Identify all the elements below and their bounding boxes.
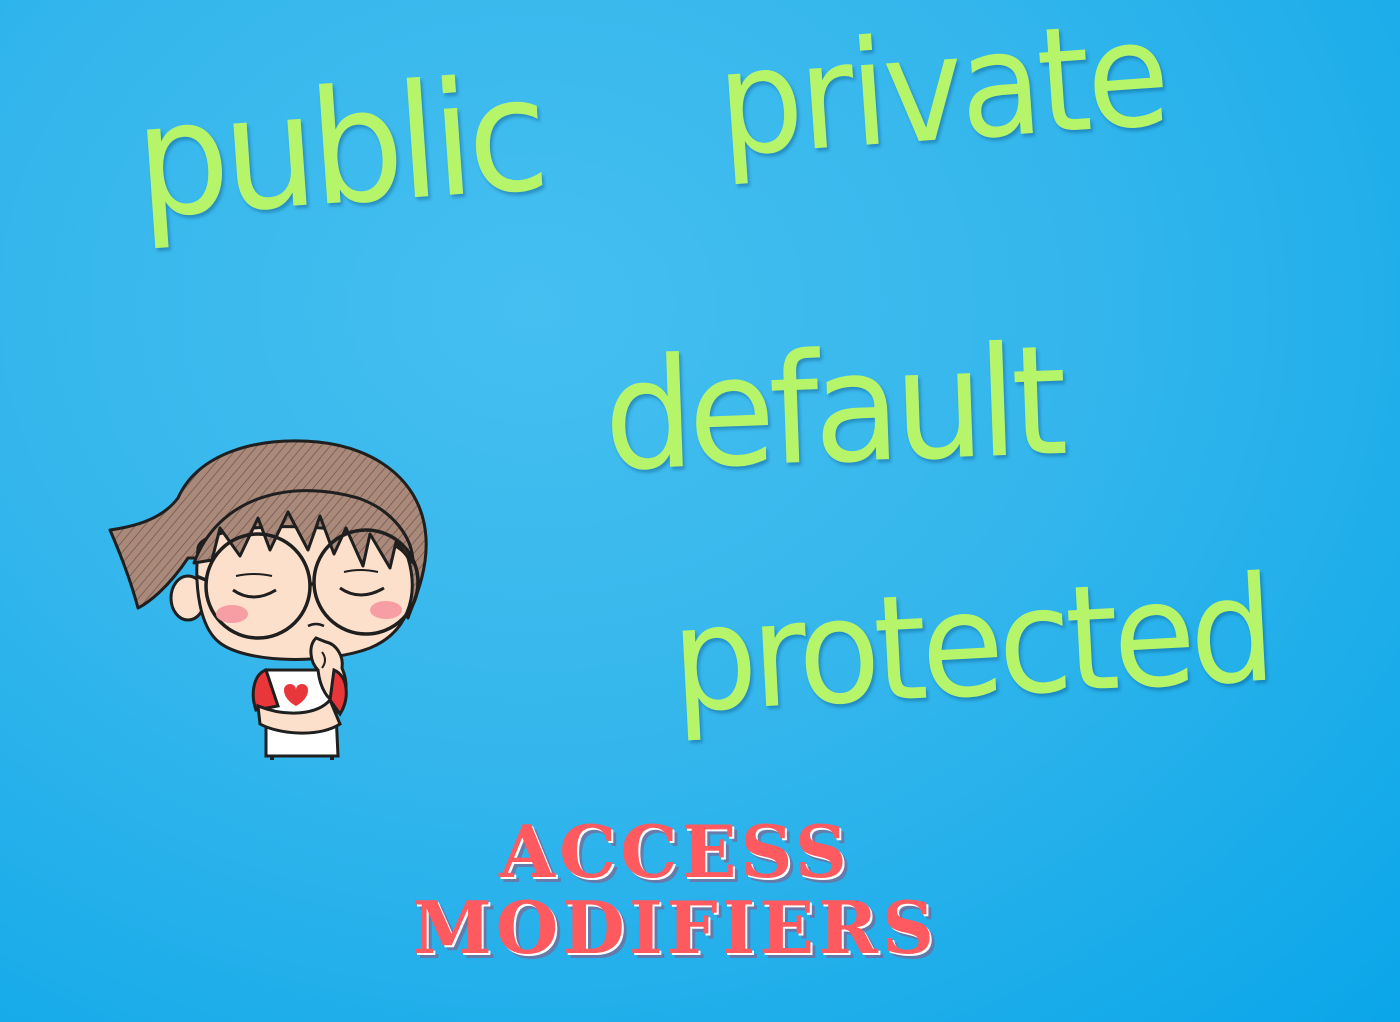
shirt-heart [284,684,308,706]
title-line-1: ACCESS [499,809,851,894]
arm [256,697,342,735]
sleeve-right [328,667,348,717]
eye-right [339,586,385,597]
word-protected: protected [667,545,1274,747]
blush-right [370,601,402,619]
sleeve-left [251,668,280,712]
word-public: public [129,43,549,255]
eye-left [232,588,277,599]
word-private: private [712,0,1172,191]
title-line-2: MODIFIERS [411,885,939,970]
blush-left [216,605,248,623]
word-default: default [600,312,1065,506]
bangs [192,489,415,570]
thinking-girl-illustration [108,439,428,760]
glasses [195,528,420,640]
mouth [307,622,325,628]
